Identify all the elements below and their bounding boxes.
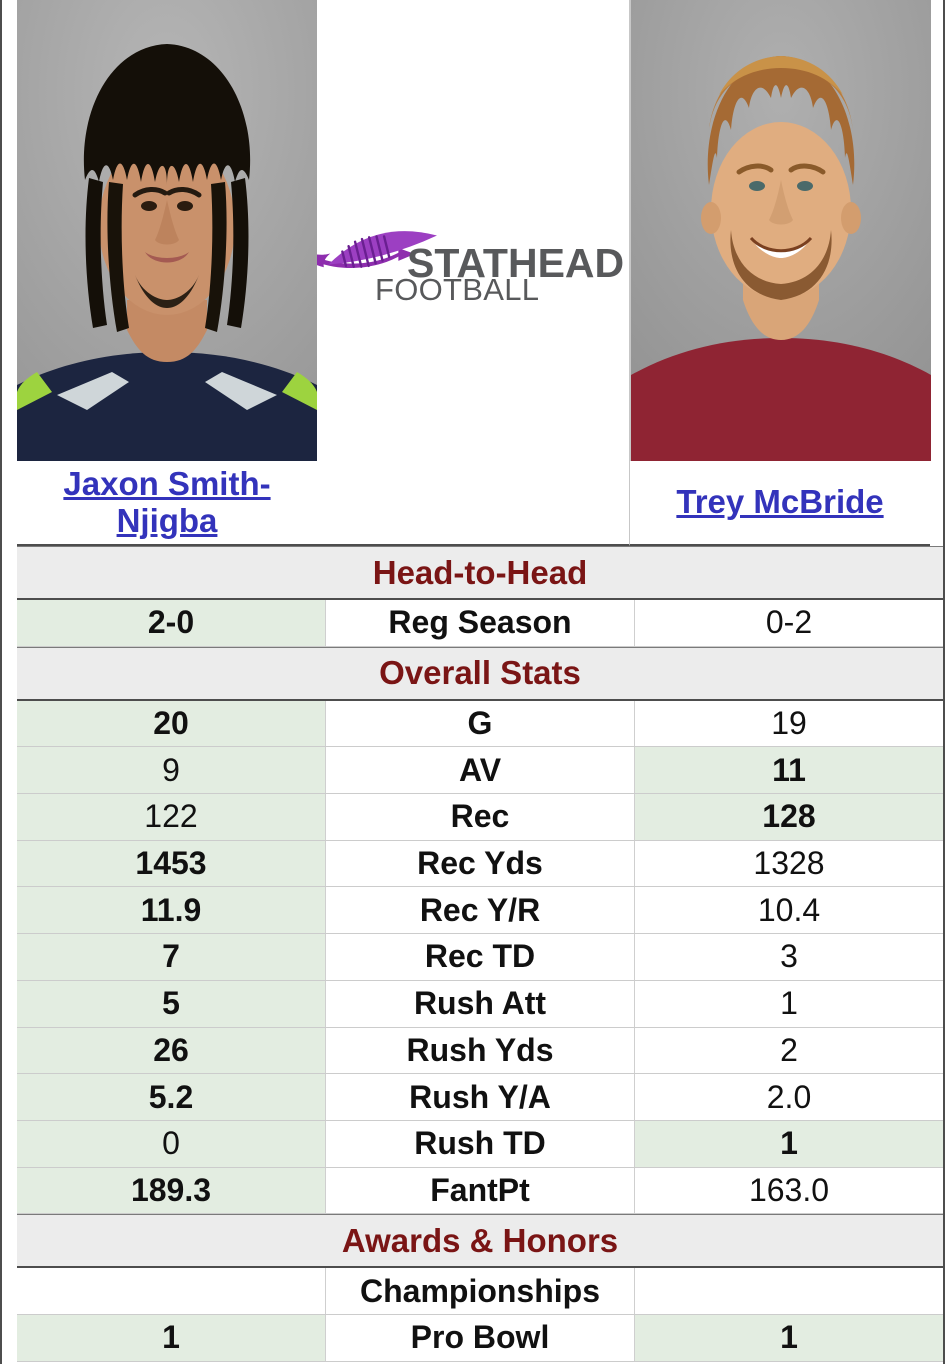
svg-text:FOOTBALL: FOOTBALL: [375, 272, 539, 307]
